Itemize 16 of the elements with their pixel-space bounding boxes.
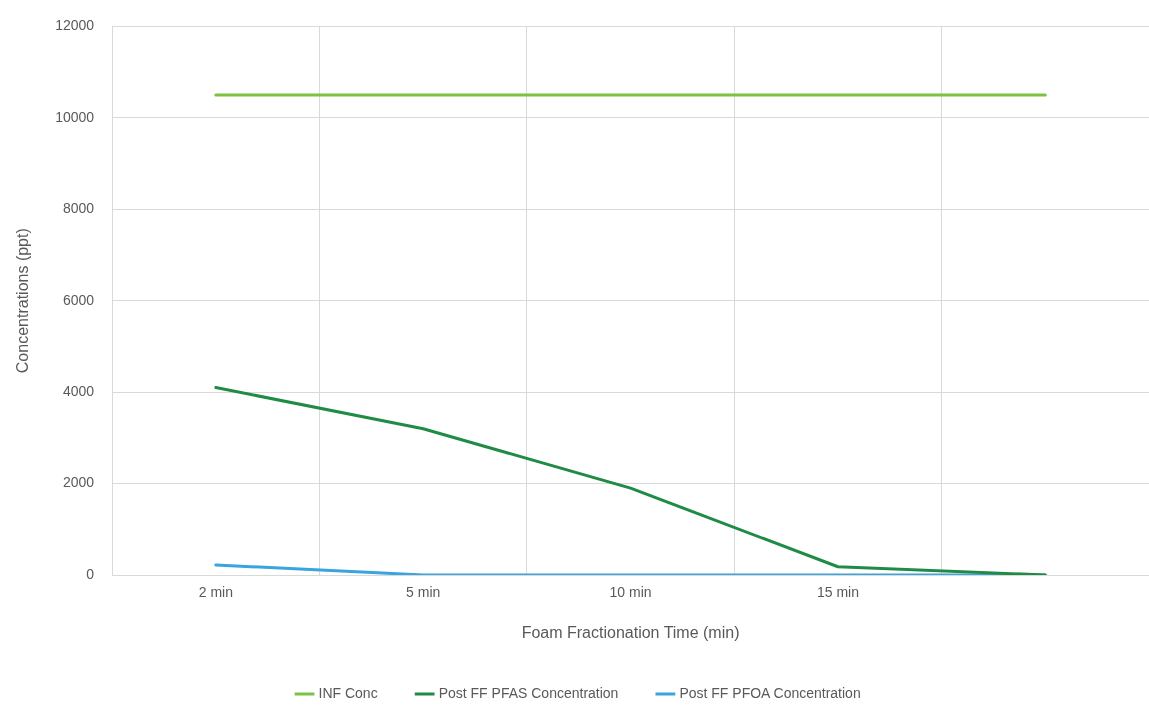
x-tick-label: 10 min: [609, 584, 652, 601]
y-tick-label: 10000: [55, 108, 95, 125]
x-tick-label: 5 min: [406, 584, 441, 601]
y-tick-label: 12000: [55, 17, 95, 34]
legend-label: Post FF PFAS Concentration: [438, 684, 619, 701]
y-axis-title: Concentrations (ppt): [14, 228, 32, 374]
legend-label: INF Conc: [318, 684, 378, 701]
x-axis-title: Foam Fractionation Time (min): [521, 623, 740, 641]
y-tick-label: 6000: [62, 291, 95, 308]
x-tick-label: 2 min: [198, 584, 233, 601]
y-tick-label: 0: [86, 565, 95, 582]
y-tick-label: 4000: [62, 382, 95, 399]
y-tick-label: 8000: [62, 200, 95, 217]
y-tick-label: 2000: [62, 474, 95, 491]
x-tick-label: 15 min: [816, 584, 859, 601]
legend-label: Post FF PFOA Concentration: [679, 684, 861, 701]
